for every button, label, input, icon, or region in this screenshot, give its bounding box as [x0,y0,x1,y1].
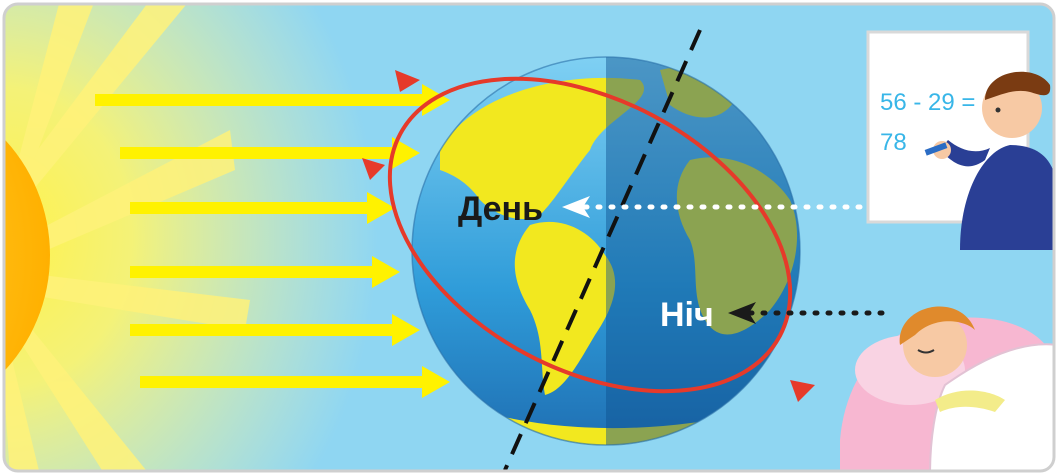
light-ray-arrow [140,366,450,398]
light-rays [95,84,450,398]
rotation-orbit [362,70,815,402]
continent-africa [676,157,798,335]
earth-axis [503,29,702,471]
day-label: День [458,190,543,228]
night-pointer [728,302,888,324]
boy-body [960,145,1054,250]
whiteboard-line-1: 56 - 29 = [880,89,975,116]
orbit-arrow-top [395,70,420,92]
sun-beams [4,4,250,471]
continent-antarctica [450,400,760,445]
orbit-arrow-bottom [790,380,815,402]
sleeping-girl [840,306,1054,471]
continent-north-america [440,77,645,220]
girl-arm [935,390,1005,412]
light-ray-arrow [130,314,420,346]
night-label: Ніч [660,296,714,334]
day-pointer [562,196,873,218]
whiteboard-line-2: 78 [880,129,907,156]
light-ray-arrow [120,137,420,169]
light-ray-arrow [130,192,395,224]
continent-south-america [514,221,616,395]
girl-hair [899,306,975,345]
orbit-arrow-left [362,158,385,180]
boy-marker [924,142,948,156]
boy-at-whiteboard: 56 - 29 = 78 [866,30,1054,250]
light-ray-arrow [130,256,400,288]
boy-hair [985,71,1051,100]
